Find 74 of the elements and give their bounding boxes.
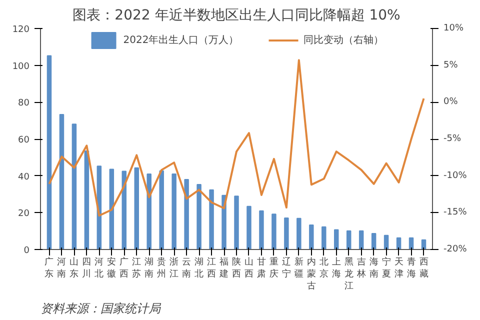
bar [209,189,214,250]
y2-tick-label: 10% [444,24,464,34]
bar [272,214,276,250]
y2-tick-label: -10% [444,170,468,181]
x-tick-label: 云南 [182,258,192,280]
y-tick-label: 40 [18,172,30,182]
y-tick-label: 100 [12,62,30,72]
line-series [48,59,425,217]
bar [184,179,189,250]
y2-tick-label: -15% [444,208,468,218]
x-tick-label: 山东 [70,256,79,280]
bar [371,232,376,250]
x-tick-label: 吉林 [356,256,366,280]
legend-label: 同比变动（右轴） [304,34,384,47]
y2-tick-label: 5% [444,60,458,70]
x-tick-label: 广西 [120,256,129,280]
bar [59,114,64,250]
y2-tick-label: -5% [444,134,462,144]
bar [72,124,77,250]
x-tick-label: 山西 [244,256,254,280]
x-tick-label: 四川 [82,258,92,280]
x-tick-label: 黑龙江 [344,256,354,292]
x-tick-label: 河南 [57,256,66,280]
y-tick-label: 20 [18,209,30,220]
x-tick-label: 内蒙古 [306,256,316,292]
legend-label: 2022年出生人口（万人） [123,34,239,47]
bar [309,224,314,250]
x-tick-label: 福建 [218,256,229,280]
x-tick-label: 广东 [44,256,54,280]
bar [358,230,364,250]
x-tick-label: 陕西 [232,256,241,280]
bar [234,196,239,250]
y-tick-label: 0 [24,246,30,256]
x-tick-label: 贵州 [157,256,166,280]
bar [322,226,326,250]
y2-tick-label: -20% [444,244,468,254]
bar [334,229,339,250]
bar [259,210,264,250]
x-tick-label: 天津 [394,256,404,280]
x-tick-label: 宁夏 [382,256,391,280]
x-tick-label: 辽宁 [282,256,291,280]
y-tick-label: 80 [18,98,30,109]
bar [109,168,114,250]
x-tick-label: 海南 [369,256,378,280]
x-tick-label: 河北 [94,256,104,280]
y-tick-label: 60 [18,136,30,146]
x-tick-label: 重庆 [269,256,278,280]
x-tick-label: 湖北 [194,256,204,280]
x-tick-label: 青海 [406,256,416,280]
x-tick-label: 北京 [319,256,328,280]
x-tick-label: 甘肃 [256,256,266,280]
x-tick-label: 上海 [332,256,341,280]
bar [196,184,202,250]
bar [46,55,52,250]
x-tick-label: 江苏 [132,256,142,280]
chart-title: 图表：2022 年近半数地区出生人口同比降幅超 10% [72,8,400,24]
bar [246,206,252,250]
x-tick-label: 安徽 [107,256,116,280]
x-tick-label: 西藏 [419,258,428,280]
bar [146,173,152,250]
bar [172,173,176,250]
bar [134,167,139,250]
bar [296,218,302,250]
y2-tick-label: 0% [444,97,458,108]
x-tick-label: 江西 [207,256,216,280]
bar [159,170,164,250]
bar [284,218,289,250]
y-tick-label: 120 [12,25,30,35]
x-tick-label: 新疆 [294,256,304,280]
bar [346,230,352,250]
bar [84,150,90,250]
x-tick-label: 湖南 [144,256,154,280]
text: 资料来源：国家统计局 [40,302,162,316]
x-tick-label: 浙江 [170,256,179,280]
